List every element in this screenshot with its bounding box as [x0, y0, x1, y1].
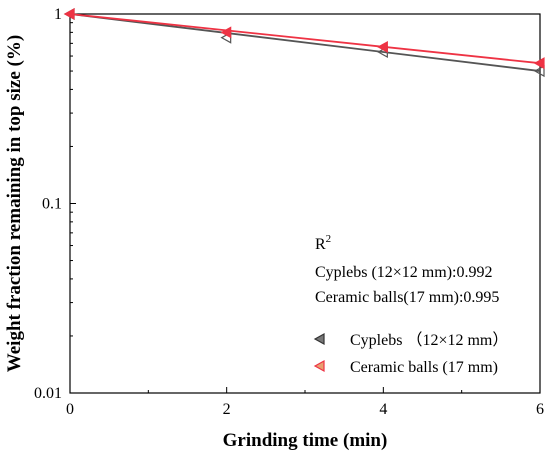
r2-cyplebs: Cyplebs (12×12 mm):0.992 — [315, 264, 492, 281]
x-axis-title: Grinding time (min) — [223, 430, 388, 451]
point-ceramic-1 — [220, 26, 232, 39]
y-axis-title: Weight fraction remaining in top size (%… — [4, 35, 25, 372]
legend-marker-cyplebs — [313, 332, 325, 346]
legend-entry-cyplebs: Cyplebs （12×12 mm） — [350, 331, 508, 349]
point-ceramic-2 — [377, 40, 388, 53]
point-ceramic-3 — [533, 57, 545, 70]
point-cyplebs-3 — [533, 65, 545, 78]
fit-line-ceramic — [69, 13, 541, 65]
r2-annotation: R2 Cyplebs (12×12 mm):0.992 Ceramic ball… — [315, 233, 499, 306]
x-tick-label-6: 6 — [536, 401, 544, 418]
point-ceramic-0 — [63, 7, 75, 21]
fit-line-cyplebs — [69, 13, 541, 72]
y-tick-label-0.01: 0.01 — [34, 385, 62, 402]
r2-label: R2 — [315, 233, 331, 253]
legend-marker-ceramic — [313, 359, 325, 373]
legend: Cyplebs （12×12 mm） Ceramic balls (17 mm) — [313, 331, 508, 376]
fit-lines — [69, 13, 541, 72]
x-tick-label-4: 4 — [379, 401, 387, 418]
y-tick-label-1: 1 — [54, 6, 62, 23]
legend-entry-ceramic: Ceramic balls (17 mm) — [350, 359, 498, 376]
x-axis-ticks: 0 2 4 6 — [66, 387, 544, 418]
r2-ceramic: Ceramic balls(17 mm):0.995 — [315, 289, 499, 306]
x-tick-label-0: 0 — [66, 401, 74, 418]
data-markers — [63, 7, 545, 78]
y-axis-ticks: 0.01 0.1 1 — [34, 6, 76, 402]
y-tick-label-0.1: 0.1 — [42, 196, 62, 213]
x-tick-label-2: 2 — [223, 401, 231, 418]
